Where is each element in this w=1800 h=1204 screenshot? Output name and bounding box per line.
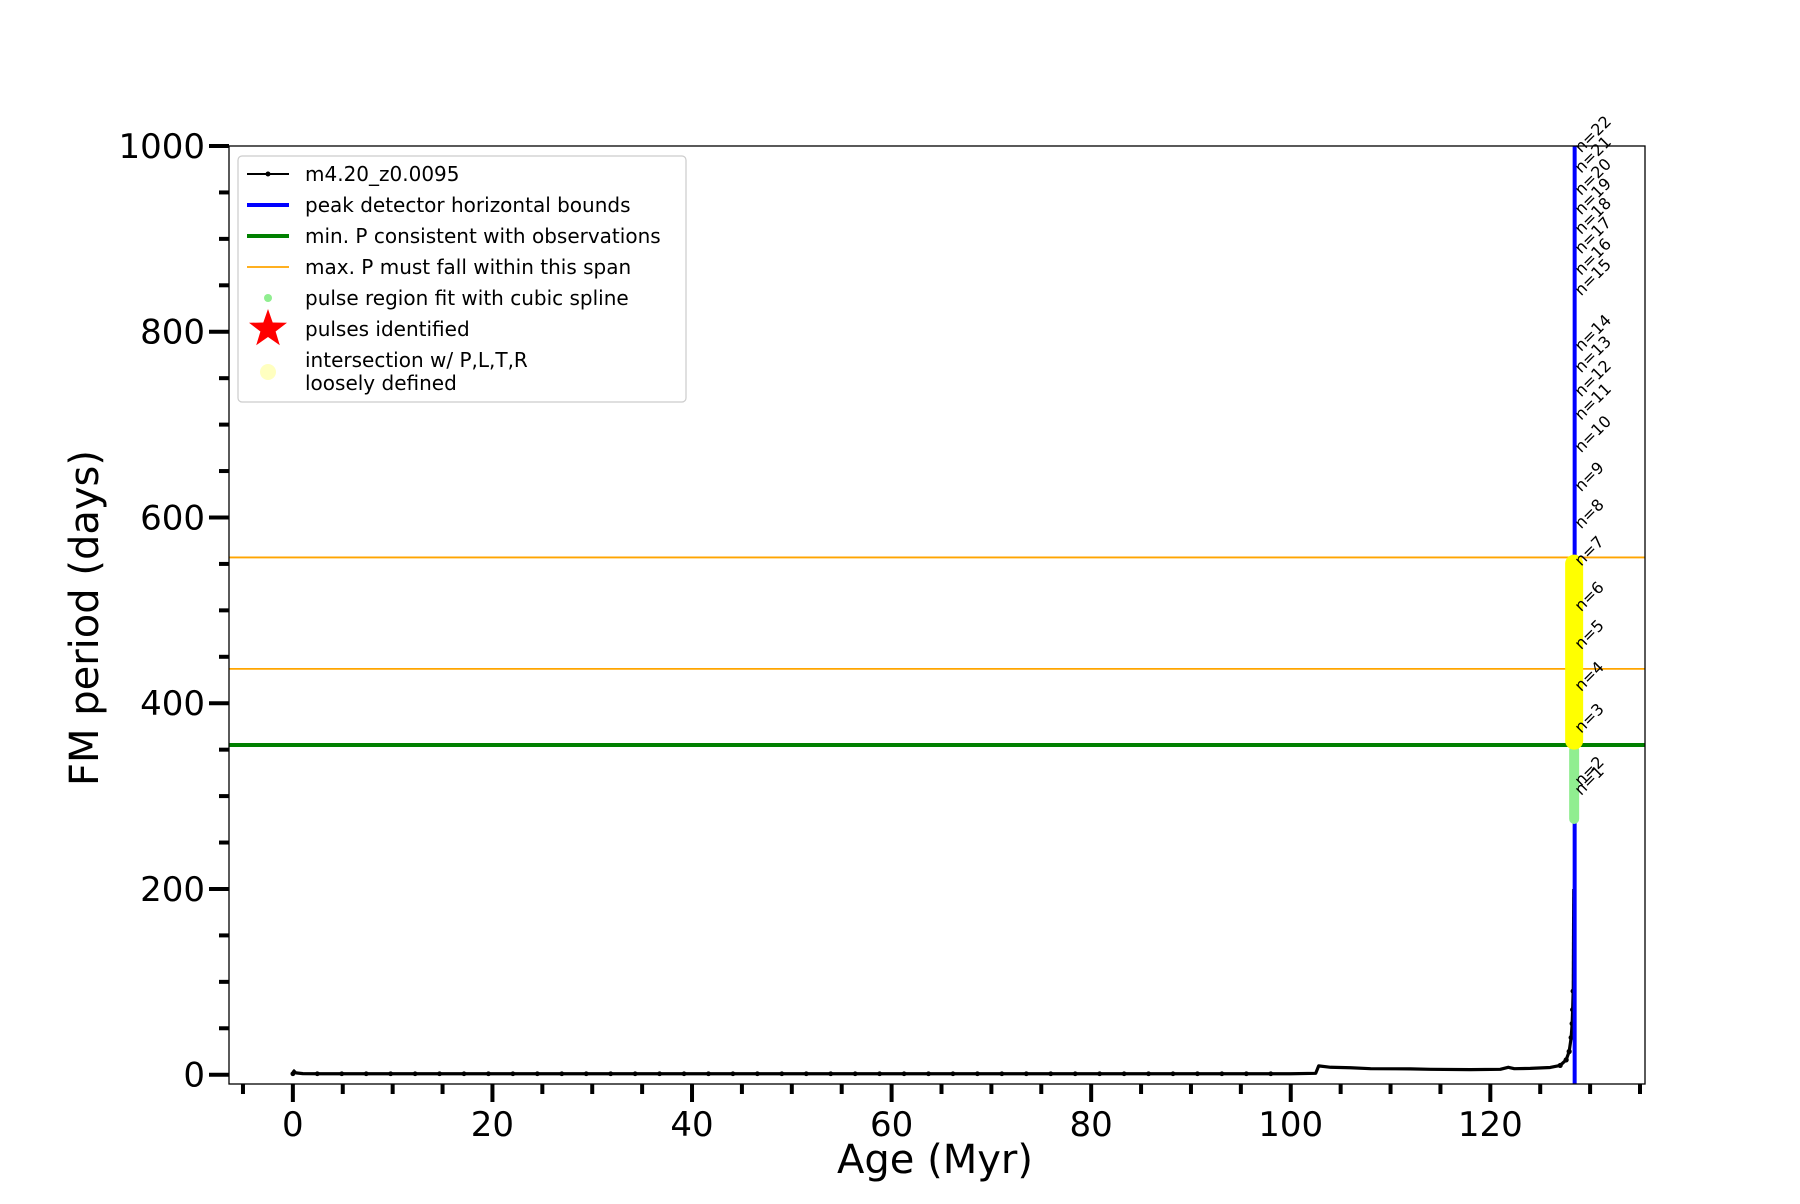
series-point (999, 1071, 1004, 1076)
series-point (779, 1071, 784, 1076)
series-point (926, 1071, 931, 1076)
series-point (584, 1071, 589, 1076)
series-point (315, 1071, 320, 1076)
legend-label: min. P consistent with observations (305, 224, 661, 248)
series-point (486, 1071, 491, 1076)
series-point (608, 1071, 613, 1076)
legend-label: peak detector horizontal bounds (305, 193, 631, 217)
series-point (1122, 1071, 1127, 1076)
x-axis-label: Age (Myr) (837, 1137, 1033, 1183)
series-point (1073, 1071, 1078, 1076)
y-tick-label: 1000 (118, 127, 205, 167)
series-point (388, 1071, 393, 1076)
legend-label: pulse region fit with cubic spline (305, 286, 629, 310)
series-point (1567, 1049, 1572, 1054)
series-point (413, 1071, 418, 1076)
x-tick-label: 80 (1070, 1105, 1113, 1145)
series-point (1195, 1071, 1200, 1076)
x-tick-label: 40 (670, 1105, 713, 1145)
series-point (1097, 1071, 1102, 1076)
series-point (853, 1071, 858, 1076)
series-point (1268, 1071, 1273, 1076)
legend-label: max. P must fall within this span (305, 255, 631, 279)
series-point (657, 1071, 662, 1076)
legend-label: m4.20_z0.0095 (305, 162, 460, 186)
series-point (1558, 1063, 1563, 1068)
series-point (1564, 1057, 1569, 1062)
series-point (1024, 1071, 1029, 1076)
y-tick-label: 800 (140, 313, 205, 353)
x-tick-label: 120 (1458, 1105, 1523, 1145)
y-tick-label: 0 (183, 1056, 205, 1096)
series-point (1146, 1071, 1151, 1076)
x-tick-label: 100 (1258, 1105, 1323, 1145)
series-point (364, 1071, 369, 1076)
series-point (1219, 1071, 1224, 1076)
series-point (877, 1071, 882, 1076)
series-point (682, 1071, 687, 1076)
y-tick-label: 200 (140, 870, 205, 910)
series-point (706, 1071, 711, 1076)
series-point (633, 1071, 638, 1076)
y-tick-label: 400 (140, 684, 205, 724)
series-point (755, 1071, 760, 1076)
legend-label: pulses identified (305, 317, 470, 341)
series-point (535, 1071, 540, 1076)
series-point (951, 1071, 956, 1076)
legend-handle-dot (260, 364, 276, 380)
legend-handle-dot (264, 294, 272, 302)
x-tick-label: 20 (471, 1105, 514, 1145)
series-point (437, 1071, 442, 1076)
series-point (510, 1071, 515, 1076)
series-point (975, 1071, 980, 1076)
series-point (902, 1071, 907, 1076)
y-tick-label: 600 (140, 498, 205, 538)
y-axis-label: FM period (days) (62, 450, 108, 786)
series-point (731, 1071, 736, 1076)
series-point (828, 1071, 833, 1076)
series-point (1244, 1071, 1249, 1076)
series-point (462, 1071, 467, 1076)
series-point (1171, 1071, 1176, 1076)
x-tick-label: 0 (282, 1105, 304, 1145)
series-point (1048, 1071, 1053, 1076)
legend-handle-series-marker (266, 172, 271, 177)
series-point (804, 1071, 809, 1076)
series-point (339, 1071, 344, 1076)
series-point (559, 1071, 564, 1076)
series-point (290, 1071, 295, 1076)
legend-label-line2: loosely defined (305, 371, 457, 395)
legend-label: intersection w/ P,L,T,R (305, 348, 528, 372)
